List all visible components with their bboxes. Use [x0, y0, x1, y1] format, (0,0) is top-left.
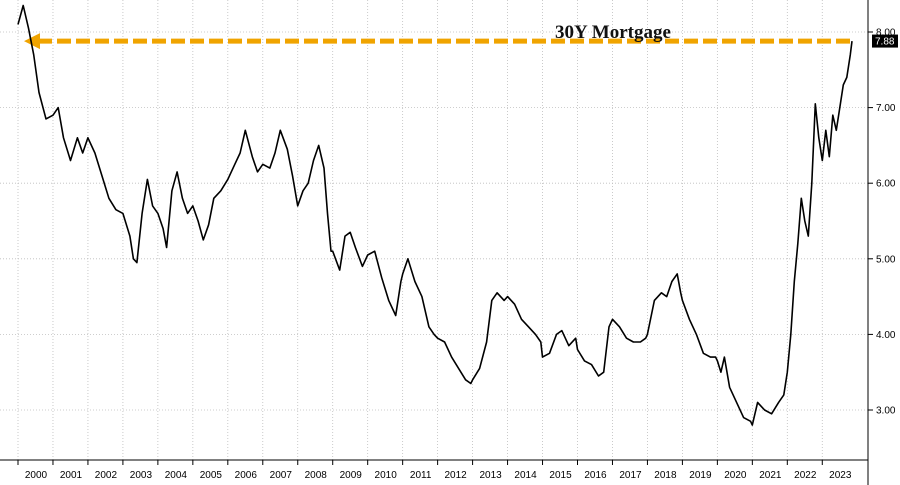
x-tick-label: 2023	[829, 470, 852, 481]
last-value-label: 7.88	[875, 37, 895, 48]
y-tick-label: 7.00	[876, 103, 896, 114]
y-axis-ticks: 3.00 4.00 5.00 6.00 7.00 8.00	[868, 28, 896, 417]
y-tick-label: 3.00	[876, 406, 896, 417]
x-tick-label: 2009	[340, 470, 363, 481]
x-tick-label: 2001	[60, 470, 83, 481]
grid-lines	[0, 0, 868, 460]
x-tick-label: 2013	[479, 470, 502, 481]
x-axis-ticks: 2000 2001 2002 2003 2004 2005 2006 2007 2008 2009…	[17, 460, 852, 481]
x-tick-label: 2003	[130, 470, 153, 481]
x-tick-label: 2019	[689, 470, 712, 481]
x-tick-label: 2000	[25, 470, 48, 481]
x-tick-label: 2016	[584, 470, 607, 481]
x-tick-label: 2015	[549, 470, 572, 481]
reference-line-group	[24, 33, 852, 50]
x-tick-label: 2021	[759, 470, 782, 481]
x-tick-label: 2005	[200, 470, 223, 481]
x-tick-label: 2020	[724, 470, 747, 481]
x-tick-label: 2002	[95, 470, 118, 481]
x-tick-label: 2022	[794, 470, 817, 481]
x-tick-label: 2012	[444, 470, 467, 481]
last-value-box: 7.88	[872, 34, 898, 48]
x-tick-label: 2006	[235, 470, 258, 481]
series-line	[17, 4, 853, 426]
x-tick-label: 2014	[514, 470, 537, 481]
x-tick-label: 2007	[270, 470, 293, 481]
x-tick-label: 2011	[410, 470, 432, 481]
x-tick-label: 2008	[305, 470, 328, 481]
x-tick-label: 2004	[165, 470, 188, 481]
last-value-box-bg	[872, 34, 898, 48]
y-tick-label: 6.00	[876, 179, 896, 190]
reference-arrow-head	[24, 33, 40, 50]
x-tick-label: 2010	[375, 470, 398, 481]
chart-title: 30Y Mortgage	[555, 22, 671, 43]
y-tick-label: 5.00	[876, 254, 896, 265]
x-tick-label: 2018	[654, 470, 677, 481]
y-tick-label: 4.00	[876, 330, 896, 341]
y-tick-label: 8.00	[876, 28, 896, 39]
x-tick-label: 2017	[619, 470, 642, 481]
